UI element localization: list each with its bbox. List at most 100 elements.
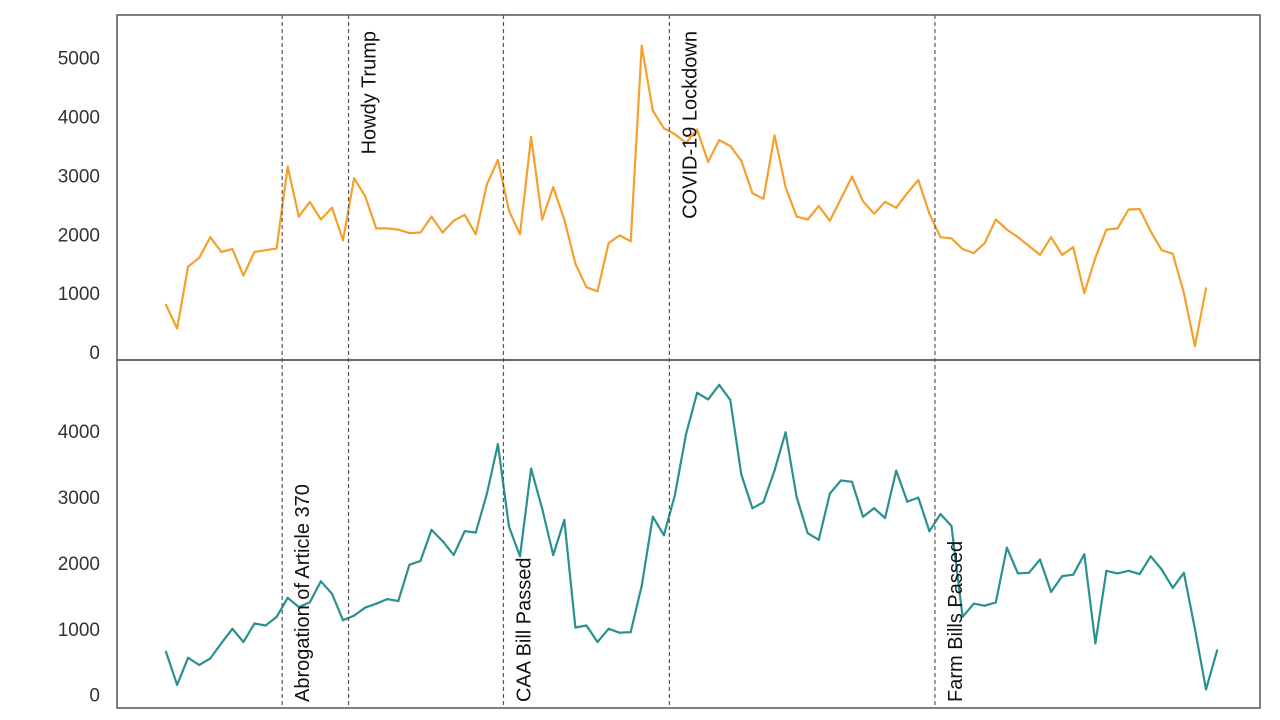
top-data-point — [1116, 227, 1119, 230]
top-data-point — [1105, 228, 1108, 231]
bottom-y-tick-label: 1000 — [58, 620, 100, 641]
bottom-data-point — [596, 640, 599, 644]
top-data-point — [784, 186, 787, 189]
bottom-data-point — [1138, 573, 1141, 576]
top-data-point — [275, 247, 278, 250]
top-data-point — [1160, 249, 1163, 252]
top-data-point — [496, 159, 499, 162]
bottom-data-point — [574, 626, 577, 629]
bottom-data-point — [873, 507, 876, 510]
bottom-data-point — [895, 469, 898, 472]
top-data-point — [895, 206, 898, 209]
bottom-series-points — [164, 383, 1219, 691]
top-data-point — [375, 227, 378, 230]
top-data-point — [463, 213, 466, 216]
bottom-data-point — [397, 600, 400, 603]
bottom-data-point — [1083, 553, 1086, 556]
bottom-data-point — [485, 492, 488, 495]
top-data-point — [673, 133, 677, 136]
bottom-data-point — [983, 604, 986, 607]
bottom-data-point — [187, 656, 190, 659]
top-data-point — [1138, 207, 1141, 211]
bottom-data-point — [353, 614, 356, 617]
bottom-panel-frame — [116, 359, 1261, 709]
top-data-point — [308, 200, 311, 203]
bottom-data-point — [319, 580, 322, 583]
top-data-point — [364, 194, 367, 198]
top-data-point — [397, 228, 400, 231]
top-data-point — [1094, 256, 1097, 259]
top-data-point — [330, 206, 334, 209]
bottom-data-point — [884, 516, 887, 520]
bottom-data-point — [861, 515, 865, 518]
bottom-y-tick-label: 0 — [89, 686, 100, 707]
top-data-point — [707, 160, 710, 163]
bottom-data-point — [441, 540, 444, 543]
bottom-data-point — [839, 479, 843, 482]
bottom-data-point — [452, 553, 455, 557]
top-data-point — [618, 234, 621, 237]
bottom-data-point — [607, 627, 610, 630]
top-data-point — [408, 232, 411, 235]
top-data-point — [231, 247, 234, 251]
bottom-data-point — [386, 598, 389, 601]
top-data-point — [839, 197, 843, 200]
bottom-data-point — [1105, 569, 1108, 572]
bottom-data-point — [330, 592, 334, 595]
top-data-point — [651, 109, 654, 112]
top-data-point — [209, 236, 212, 239]
bottom-data-point — [585, 624, 588, 627]
top-data-point — [961, 247, 964, 251]
top-data-point — [884, 200, 887, 203]
bottom-data-point — [1160, 568, 1163, 571]
bottom-data-point — [518, 555, 522, 558]
event-label: Abrogation of Article 370 — [292, 484, 314, 702]
bottom-data-point — [795, 495, 798, 498]
bottom-data-point — [651, 515, 654, 518]
bottom-data-point — [474, 531, 477, 534]
top-y-tick-label: 0 — [89, 343, 100, 364]
top-data-point — [574, 262, 577, 265]
bottom-data-point — [463, 530, 466, 533]
top-data-point — [474, 233, 477, 236]
bottom-panel: 0 1000 2000 3000 4000 — [58, 359, 1261, 709]
top-data-point — [740, 159, 743, 162]
top-data-point — [1038, 253, 1042, 256]
top-data-point — [1149, 230, 1152, 233]
top-data-point — [164, 303, 168, 306]
top-data-point — [441, 231, 444, 234]
top-data-point — [873, 212, 876, 215]
bottom-data-point — [994, 601, 997, 604]
bottom-data-point — [530, 467, 533, 470]
bottom-data-point — [242, 640, 245, 644]
top-data-point — [928, 212, 931, 215]
bottom-data-point — [176, 683, 179, 686]
bottom-data-point — [220, 642, 223, 645]
bottom-y-tick-label: 3000 — [58, 488, 100, 509]
top-data-point — [242, 274, 245, 277]
top-data-point — [950, 237, 953, 240]
bottom-data-point — [629, 631, 632, 634]
top-data-point — [762, 197, 765, 200]
bottom-data-point — [972, 602, 975, 605]
bottom-data-point — [264, 624, 267, 627]
top-panel: 0 1000 2000 3000 4000 5000 — [58, 14, 1261, 364]
top-data-point — [850, 175, 854, 178]
top-data-point — [983, 242, 986, 245]
bottom-data-point — [1116, 572, 1119, 575]
bottom-data-point — [408, 563, 411, 566]
bottom-y-tick-label: 4000 — [58, 422, 100, 443]
bottom-data-point — [618, 631, 621, 634]
top-data-point — [430, 215, 433, 218]
top-data-point — [297, 215, 300, 218]
bottom-data-point — [1094, 642, 1097, 645]
top-data-point — [861, 200, 865, 203]
bottom-data-point — [1027, 571, 1031, 574]
top-data-point — [718, 139, 721, 142]
top-data-point — [1005, 228, 1009, 231]
bottom-data-point — [817, 538, 820, 541]
bottom-data-point — [662, 534, 666, 537]
top-data-point — [939, 236, 942, 239]
bottom-data-point — [496, 443, 499, 446]
bottom-data-point — [950, 524, 953, 528]
